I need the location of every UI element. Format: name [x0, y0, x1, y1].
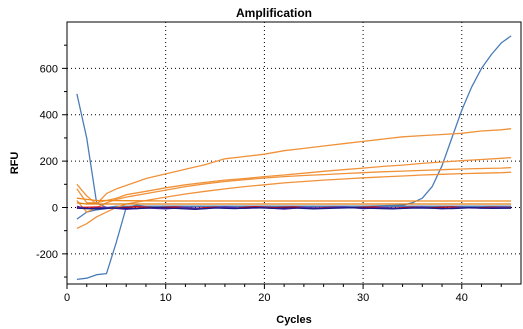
series-layer	[76, 35, 512, 281]
y-tick-label: 400	[40, 110, 58, 122]
x-tick-label: 30	[357, 292, 369, 304]
x-tick-label: 10	[160, 292, 172, 304]
y-tick-label: 600	[40, 63, 58, 75]
x-tick-label: 40	[456, 292, 468, 304]
series-line-7	[76, 171, 512, 229]
x-tick-label: 0	[64, 292, 70, 304]
series-line-6	[76, 166, 512, 213]
x-axis-label: Cycles	[276, 314, 311, 326]
series-line-4	[76, 128, 512, 205]
series-line-5	[76, 156, 512, 204]
chart-title: Amplification	[236, 6, 312, 20]
series-line-12	[76, 207, 512, 210]
y-tick-label: 200	[40, 156, 58, 168]
series-line-8	[76, 197, 512, 202]
y-tick-label: -200	[36, 249, 58, 261]
plot-frame	[66, 21, 522, 285]
x-tick-label: 20	[258, 292, 270, 304]
plot-area	[76, 35, 512, 281]
axes: 0 10 20 30 40 -200 0 200 400 600	[36, 44, 502, 304]
series-line-9	[76, 202, 512, 205]
y-axis-label: RFU	[9, 152, 21, 175]
y-tick-label: 0	[52, 202, 58, 214]
